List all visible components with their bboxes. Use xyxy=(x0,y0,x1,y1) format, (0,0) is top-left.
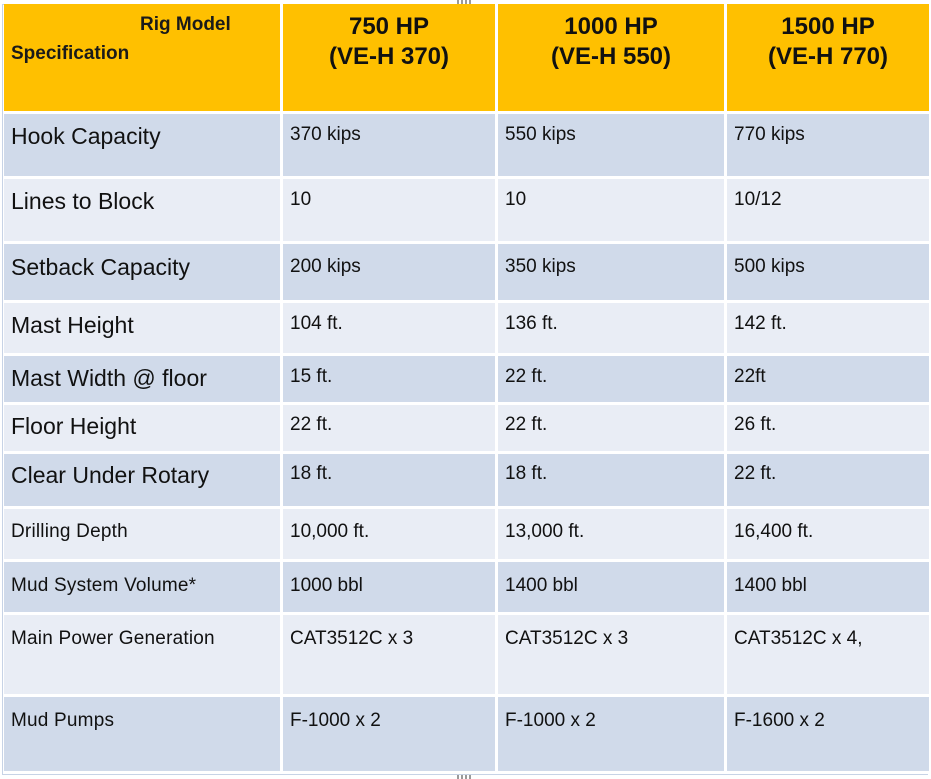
rig-specification-table: Rig Model Specification 750 HP (VE-H 370… xyxy=(4,4,929,774)
table-cell: 18 ft. xyxy=(283,454,498,509)
table-cell: 104 ft. xyxy=(283,303,498,356)
header-corner-cell: Rig Model Specification xyxy=(4,4,283,114)
column-model: (VE-H 370) xyxy=(328,43,450,70)
row-label: Mast Width @ floor xyxy=(4,356,283,405)
column-hp: 750 HP xyxy=(348,13,430,40)
table-cell: CAT3512C x 3 xyxy=(498,615,727,697)
row-label: Drilling Depth xyxy=(4,509,283,562)
table-cell: 136 ft. xyxy=(498,303,727,356)
column-header-750hp: 750 HP (VE-H 370) xyxy=(283,4,498,114)
table-cell: 22 ft. xyxy=(498,356,727,405)
table-cell: 770 kips xyxy=(727,114,929,179)
column-header-1000hp: 1000 HP (VE-H 550) xyxy=(498,4,727,114)
table-cell: 1000 bbl xyxy=(283,562,498,615)
table-cell: 370 kips xyxy=(283,114,498,179)
table-row: Setback Capacity 200 kips 350 kips 500 k… xyxy=(4,244,929,303)
table-cell: 26 ft. xyxy=(727,405,929,454)
table-cell: 18 ft. xyxy=(498,454,727,509)
table-cell: 550 kips xyxy=(498,114,727,179)
row-label: Floor Height xyxy=(4,405,283,454)
row-label: Clear Under Rotary xyxy=(4,454,283,509)
column-header-1500hp: 1500 HP (VE-H 770) xyxy=(727,4,929,114)
table-row: Floor Height 22 ft. 22 ft. 26 ft. xyxy=(4,405,929,454)
table-cell: 1400 bbl xyxy=(498,562,727,615)
resize-handle-bottom[interactable] xyxy=(457,775,473,779)
table-row: Mast Width @ floor 15 ft. 22 ft. 22ft xyxy=(4,356,929,405)
table-row: Lines to Block 10 10 10/12 xyxy=(4,179,929,244)
table-row: Main Power Generation CAT3512C x 3 CAT35… xyxy=(4,615,929,697)
column-model: (VE-H 770) xyxy=(767,43,889,70)
table-cell: 10 xyxy=(283,179,498,244)
column-hp: 1000 HP xyxy=(564,13,658,40)
table-cell: CAT3512C x 3 xyxy=(283,615,498,697)
table-cell: F-1000 x 2 xyxy=(283,697,498,774)
row-label: Hook Capacity xyxy=(4,114,283,179)
table-row: Mast Height 104 ft. 136 ft. 142 ft. xyxy=(4,303,929,356)
table-cell: 22 ft. xyxy=(727,454,929,509)
table-row: Clear Under Rotary 18 ft. 18 ft. 22 ft. xyxy=(4,454,929,509)
table-cell: 16,400 ft. xyxy=(727,509,929,562)
table-cell: 200 kips xyxy=(283,244,498,303)
table-row: Mud System Volume* 1000 bbl 1400 bbl 140… xyxy=(4,562,929,615)
row-label: Main Power Generation xyxy=(4,615,283,697)
table-cell: 1400 bbl xyxy=(727,562,929,615)
table-cell: 22 ft. xyxy=(498,405,727,454)
table-cell: CAT3512C x 4, xyxy=(727,615,929,697)
table-cell: 22 ft. xyxy=(283,405,498,454)
table-row: Drilling Depth 10,000 ft. 13,000 ft. 16,… xyxy=(4,509,929,562)
table-row: Mud Pumps F-1000 x 2 F-1000 x 2 F-1600 x… xyxy=(4,697,929,774)
rig-model-label: Rig Model xyxy=(140,14,231,35)
row-label: Setback Capacity xyxy=(4,244,283,303)
table-cell: 22ft xyxy=(727,356,929,405)
header-row: Rig Model Specification 750 HP (VE-H 370… xyxy=(4,4,929,114)
table-cell: 350 kips xyxy=(498,244,727,303)
column-model: (VE-H 550) xyxy=(550,43,672,70)
row-label: Mud System Volume* xyxy=(4,562,283,615)
table-cell: F-1600 x 2 xyxy=(727,697,929,774)
row-label: Lines to Block xyxy=(4,179,283,244)
resize-handle-top[interactable] xyxy=(457,0,473,4)
table-cell: F-1000 x 2 xyxy=(498,697,727,774)
table-cell: 142 ft. xyxy=(727,303,929,356)
table-cell: 13,000 ft. xyxy=(498,509,727,562)
table-cell: 10,000 ft. xyxy=(283,509,498,562)
specification-label: Specification xyxy=(11,43,130,64)
table-row: Hook Capacity 370 kips 550 kips 770 kips xyxy=(4,114,929,179)
row-label: Mud Pumps xyxy=(4,697,283,774)
table-cell: 500 kips xyxy=(727,244,929,303)
table-cell: 15 ft. xyxy=(283,356,498,405)
column-hp: 1500 HP xyxy=(781,13,875,40)
row-label: Mast Height xyxy=(4,303,283,356)
table-cell: 10/12 xyxy=(727,179,929,244)
table-cell: 10 xyxy=(498,179,727,244)
